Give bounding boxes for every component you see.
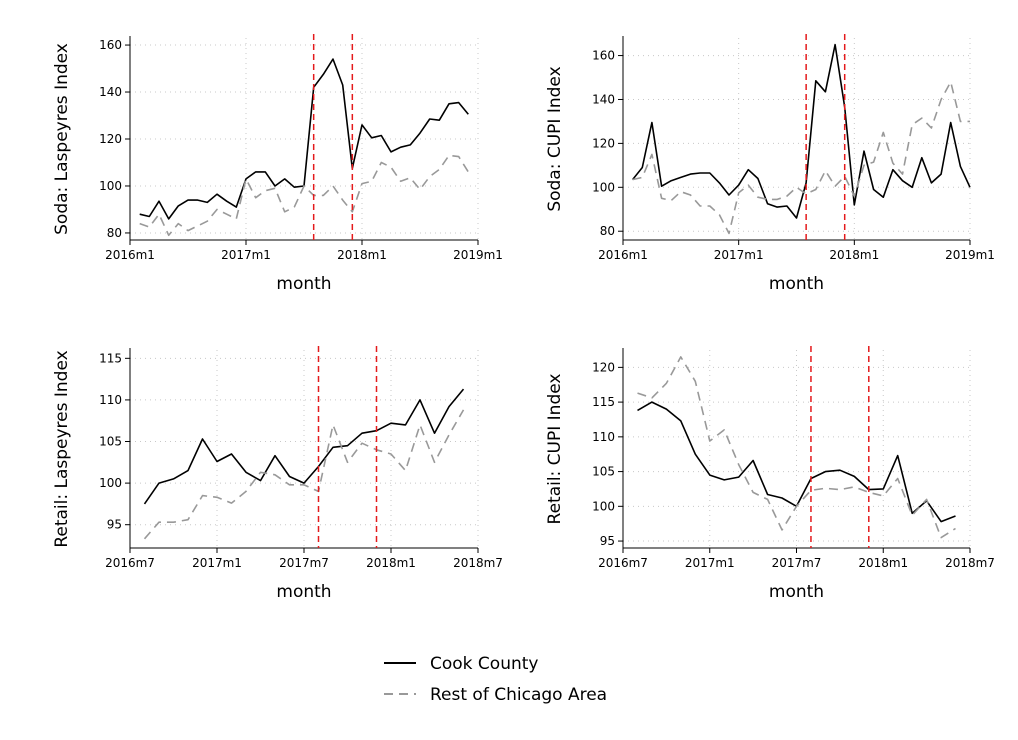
x-tick-label: 2017m1 [192, 556, 242, 570]
y-tick-label: 160 [592, 49, 615, 63]
series-line-cook-county [139, 58, 469, 220]
y-tick-label: 120 [592, 360, 615, 374]
y-tick-label: 100 [592, 499, 615, 513]
panel-retail-laspeyres: 95 100 105 110 115 2016m7 2017m1 2017m7 2018m1 20… [52, 346, 503, 602]
series-line-rest-of-chicago [637, 356, 956, 539]
series-line-rest-of-chicago [632, 81, 970, 235]
series-line-cook-county [631, 43, 971, 219]
x-axis-title: month [276, 582, 331, 602]
y-tick-label: 95 [107, 518, 122, 532]
x-tick-label: 2017m1 [685, 556, 735, 570]
x-axis-title: month [769, 274, 824, 294]
x-tick-label: 2016m1 [105, 248, 155, 262]
y-tick-label: 100 [592, 180, 615, 194]
y-tick-label: 100 [99, 179, 122, 193]
x-tick-label: 2017m1 [221, 248, 271, 262]
y-tick-label: 120 [99, 132, 122, 146]
x-tick-label: 2016m7 [105, 556, 155, 570]
series-line-rest-of-chicago [139, 154, 469, 237]
y-tick-label: 110 [99, 393, 122, 407]
x-tick-label: 2018m1 [829, 248, 879, 262]
legend-label-rest-of-chicago: Rest of Chicago Area [430, 685, 607, 705]
x-tick-label: 2017m7 [772, 556, 822, 570]
series-line-rest-of-chicago [143, 409, 465, 540]
series-line-cook-county [143, 388, 465, 505]
legend: Cook County Rest of Chicago Area [384, 654, 607, 705]
x-axis-title: month [769, 582, 824, 602]
x-tick-label: 2018m1 [337, 248, 387, 262]
x-tick-label: 2018m1 [366, 556, 416, 570]
y-axis-title: Retail: CUPI Index [545, 374, 565, 525]
y-tick-label: 80 [600, 224, 615, 238]
y-tick-label: 105 [592, 465, 615, 479]
x-tick-label: 2018m1 [858, 556, 908, 570]
x-tick-label: 2018m7 [453, 556, 503, 570]
panel-retail-cupi: 95 100 105 110 115 120 2016m7 2017m1 2017m7 2018m… [545, 346, 995, 602]
y-tick-label: 100 [99, 476, 122, 490]
x-axis-title: month [276, 274, 331, 294]
y-axis-title: Soda: CUPI Index [545, 66, 565, 211]
y-tick-label: 120 [592, 136, 615, 150]
y-axis-title: Soda: Laspeyres Index [52, 43, 72, 235]
y-tick-label: 140 [99, 85, 122, 99]
y-tick-label: 95 [600, 534, 615, 548]
x-tick-label: 2019m1 [453, 248, 503, 262]
y-tick-label: 115 [99, 351, 122, 365]
x-tick-label: 2017m7 [279, 556, 329, 570]
x-tick-label: 2017m1 [714, 248, 764, 262]
panel-soda-laspeyres: 80 100 120 140 160 2016m1 2017m1 2018m1 2019m1 mo… [52, 34, 503, 294]
y-tick-label: 110 [592, 430, 615, 444]
x-tick-label: 2016m1 [598, 248, 648, 262]
panel-soda-cupi: 80 100 120 140 160 2016m1 2017m1 2018m1 2019m1 mo… [545, 34, 995, 294]
y-tick-label: 160 [99, 38, 122, 52]
y-tick-label: 140 [592, 92, 615, 106]
x-tick-label: 2016m7 [598, 556, 648, 570]
x-tick-label: 2019m1 [945, 248, 995, 262]
x-tick-label: 2018m7 [945, 556, 995, 570]
y-tick-label: 115 [592, 395, 615, 409]
legend-label-cook-county: Cook County [430, 654, 538, 674]
y-tick-label: 105 [99, 435, 122, 449]
y-tick-label: 80 [107, 226, 122, 240]
y-axis-title: Retail: Laspeyres Index [52, 350, 72, 547]
